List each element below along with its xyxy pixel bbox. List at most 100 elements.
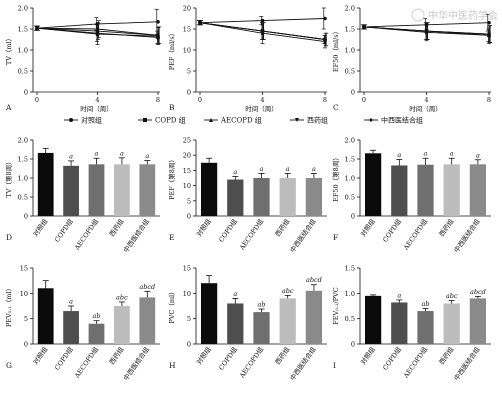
y-tick-label: 10	[20, 290, 28, 298]
bar	[417, 164, 434, 216]
y-tick-label: 1.5	[345, 265, 355, 273]
legend-label: AECOPD 组	[220, 116, 262, 125]
legend: 对照组 COPD 组 AECOPD 组 西药组 中西医结合组	[64, 116, 423, 125]
significance-label: abc	[446, 292, 458, 300]
legend-marker	[295, 118, 299, 122]
significance-label: a	[476, 151, 480, 159]
category-label: 西药组	[273, 217, 292, 239]
bar	[253, 178, 270, 216]
y-tick-label: 1.5	[345, 26, 355, 34]
y-axis-label: EF50（ml/s）	[332, 28, 340, 72]
y-tick-label: 0	[24, 213, 28, 221]
y-tick-label: 0	[187, 213, 191, 221]
x-axis-label: 时间（周）	[245, 104, 278, 113]
category-label: AECOPD组	[237, 345, 266, 381]
panel-letter: G	[6, 361, 12, 370]
category-label: COPD组	[216, 217, 239, 244]
category-label: AECOPD组	[401, 345, 430, 381]
significance-label: ab	[421, 300, 429, 308]
y-tick-label: 0.5	[345, 68, 355, 76]
bar	[417, 311, 434, 344]
y-tick-label: 5	[24, 315, 28, 323]
category-label: 西药组	[107, 217, 126, 239]
data-point	[156, 33, 160, 38]
category-label: COPD组	[52, 217, 75, 244]
y-tick-label: 15	[183, 26, 191, 34]
bar	[139, 297, 156, 344]
significance-label: a	[397, 291, 401, 299]
significance-label: a	[450, 150, 454, 158]
data-point	[323, 16, 327, 21]
y-tick-label: 10	[183, 47, 191, 55]
y-tick-label: 1.0	[345, 47, 355, 55]
y-tick-label: 2.0	[345, 137, 355, 145]
category-label: 对照组	[358, 345, 377, 367]
data-point	[35, 26, 39, 30]
panel-letter: D	[6, 233, 12, 242]
y-tick-label: 10	[183, 290, 191, 298]
bar	[364, 153, 382, 216]
category-label: AECOPD组	[72, 217, 101, 253]
significance-label: a	[120, 149, 124, 157]
x-tick-label: 8	[487, 96, 491, 104]
y-tick-label: 15	[183, 167, 191, 175]
line-panel-A: 0 0.5 1.0 1.5 2.0 TV（ml） A 0 4 8 时间（周）	[5, 5, 162, 113]
category-label: 西药组	[437, 345, 456, 367]
category-label: 对照组	[194, 217, 213, 239]
bar	[305, 178, 323, 216]
bar	[443, 164, 460, 216]
y-tick-label: 15	[20, 265, 28, 273]
bar-panel-G: 0 5 10 15 PEV₀.₁（ml） G 对照组 a COPD组 ab AECOPD组 abc 西药…	[5, 265, 160, 383]
y-tick-label: 1.0	[345, 175, 355, 183]
legend-marker	[209, 118, 213, 122]
bar	[253, 312, 270, 344]
watermark: 中华中医药学会	[411, 8, 498, 22]
data-point	[487, 32, 491, 36]
y-tick-label: 2.0	[18, 5, 28, 13]
bar-panel-D: 0 0.5 1.0 1.5 2.0 TV（第8周） D 对照组 a COPD组 a AECOPD组 a 西…	[4, 137, 160, 255]
y-axis-label: PEV₀.₁（ml）	[5, 285, 13, 327]
panel-letter: I	[333, 361, 336, 370]
legend-marker	[143, 118, 147, 122]
line-panel-B: 0 5 10 15 20 PEF（ml/s） B 0 4 8 时间（周）	[168, 5, 329, 113]
y-tick-label: 1.0	[345, 290, 355, 298]
legend-label: 西药组	[307, 116, 328, 125]
bar	[37, 152, 54, 216]
category-label: 中西医结合组	[121, 217, 151, 255]
data-point	[362, 25, 366, 29]
significance-label: ab	[92, 312, 100, 320]
y-tick-label: 1.0	[18, 175, 28, 183]
bar	[443, 303, 460, 344]
y-axis-label: FEV₀.₁/PVC	[332, 287, 340, 324]
legend-marker	[369, 118, 373, 122]
bar	[279, 298, 296, 344]
legend-label: 对照组	[81, 116, 102, 125]
y-tick-label: 25	[183, 137, 191, 145]
panel-letter: A	[5, 103, 12, 112]
category-label: AECOPD组	[401, 217, 430, 253]
bar-panel-H: 0 5 10 15 PVC（ml） H 对照组 a COPD组 ab AECOPD组 abc 西药组 ab…	[168, 265, 327, 382]
y-axis-label: TV（第8周）	[4, 158, 13, 197]
significance-label: abcd	[306, 276, 322, 284]
y-tick-label: 1.5	[18, 26, 28, 34]
category-label: 西药组	[273, 345, 292, 367]
y-tick-label: 0	[187, 341, 191, 349]
significance-label: a	[312, 165, 316, 173]
legend-marker	[69, 118, 73, 122]
panel-letter: H	[169, 361, 176, 370]
category-label: 中西医结合组	[121, 345, 151, 383]
y-tick-label: 0.5	[345, 315, 355, 323]
data-point	[260, 18, 265, 23]
bar-panel-E: 0 5 10 15 20 25 PEF（第8周） E 对照组 a COPD组 a AECOPD组 a 西药组…	[167, 137, 327, 254]
data-point	[198, 20, 202, 25]
category-label: 对照组	[31, 217, 50, 239]
y-tick-label: 0	[24, 341, 28, 349]
panel-letter: C	[333, 103, 339, 112]
x-tick-label: 8	[156, 96, 160, 104]
category-label: COPD组	[380, 345, 403, 372]
bar	[469, 298, 487, 344]
y-tick-label: 0.5	[18, 68, 28, 76]
x-tick-label: 4	[95, 96, 99, 104]
y-tick-label: 20	[183, 5, 191, 13]
y-tick-label: 1.0	[18, 47, 28, 55]
